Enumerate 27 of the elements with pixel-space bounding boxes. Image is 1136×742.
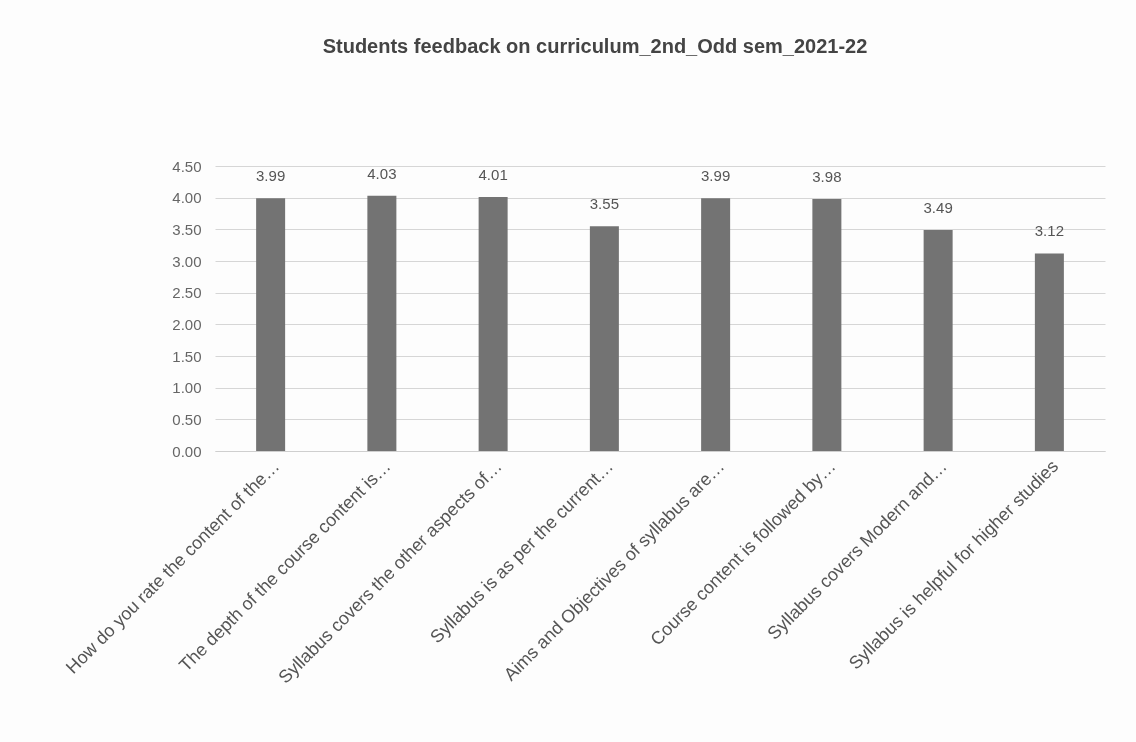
y-tick-label: 4.00 [172,189,202,207]
data-label: 3.99 [256,167,286,185]
y-tick-label: 4.50 [172,157,202,175]
chart-title: Students feedback on curriculum_2nd_Odd sem_2021-22 [322,35,868,57]
bar [478,197,508,451]
y-tick-label: 2.00 [172,315,202,333]
y-tick-label: 3.00 [172,252,202,270]
y-tick-label: 0.00 [172,442,202,460]
bar [256,198,286,451]
bar [589,226,619,451]
y-tick-label: 1.50 [172,347,202,365]
data-label: 4.03 [367,164,397,182]
y-tick-label: 1.00 [172,379,202,397]
y-tick-label: 2.50 [172,284,202,302]
bar [812,198,842,451]
bar [1034,253,1064,451]
data-label: 4.01 [478,166,508,184]
data-label: 3.12 [1034,222,1064,240]
bar [367,195,397,451]
y-tick-label: 0.50 [172,410,202,428]
data-label: 3.49 [923,198,953,216]
bar [701,198,731,451]
data-label: 3.55 [589,195,619,213]
y-tick-label: 3.50 [172,220,202,238]
data-label: 3.99 [701,167,731,185]
bar [923,229,953,451]
data-label: 3.98 [812,167,842,185]
